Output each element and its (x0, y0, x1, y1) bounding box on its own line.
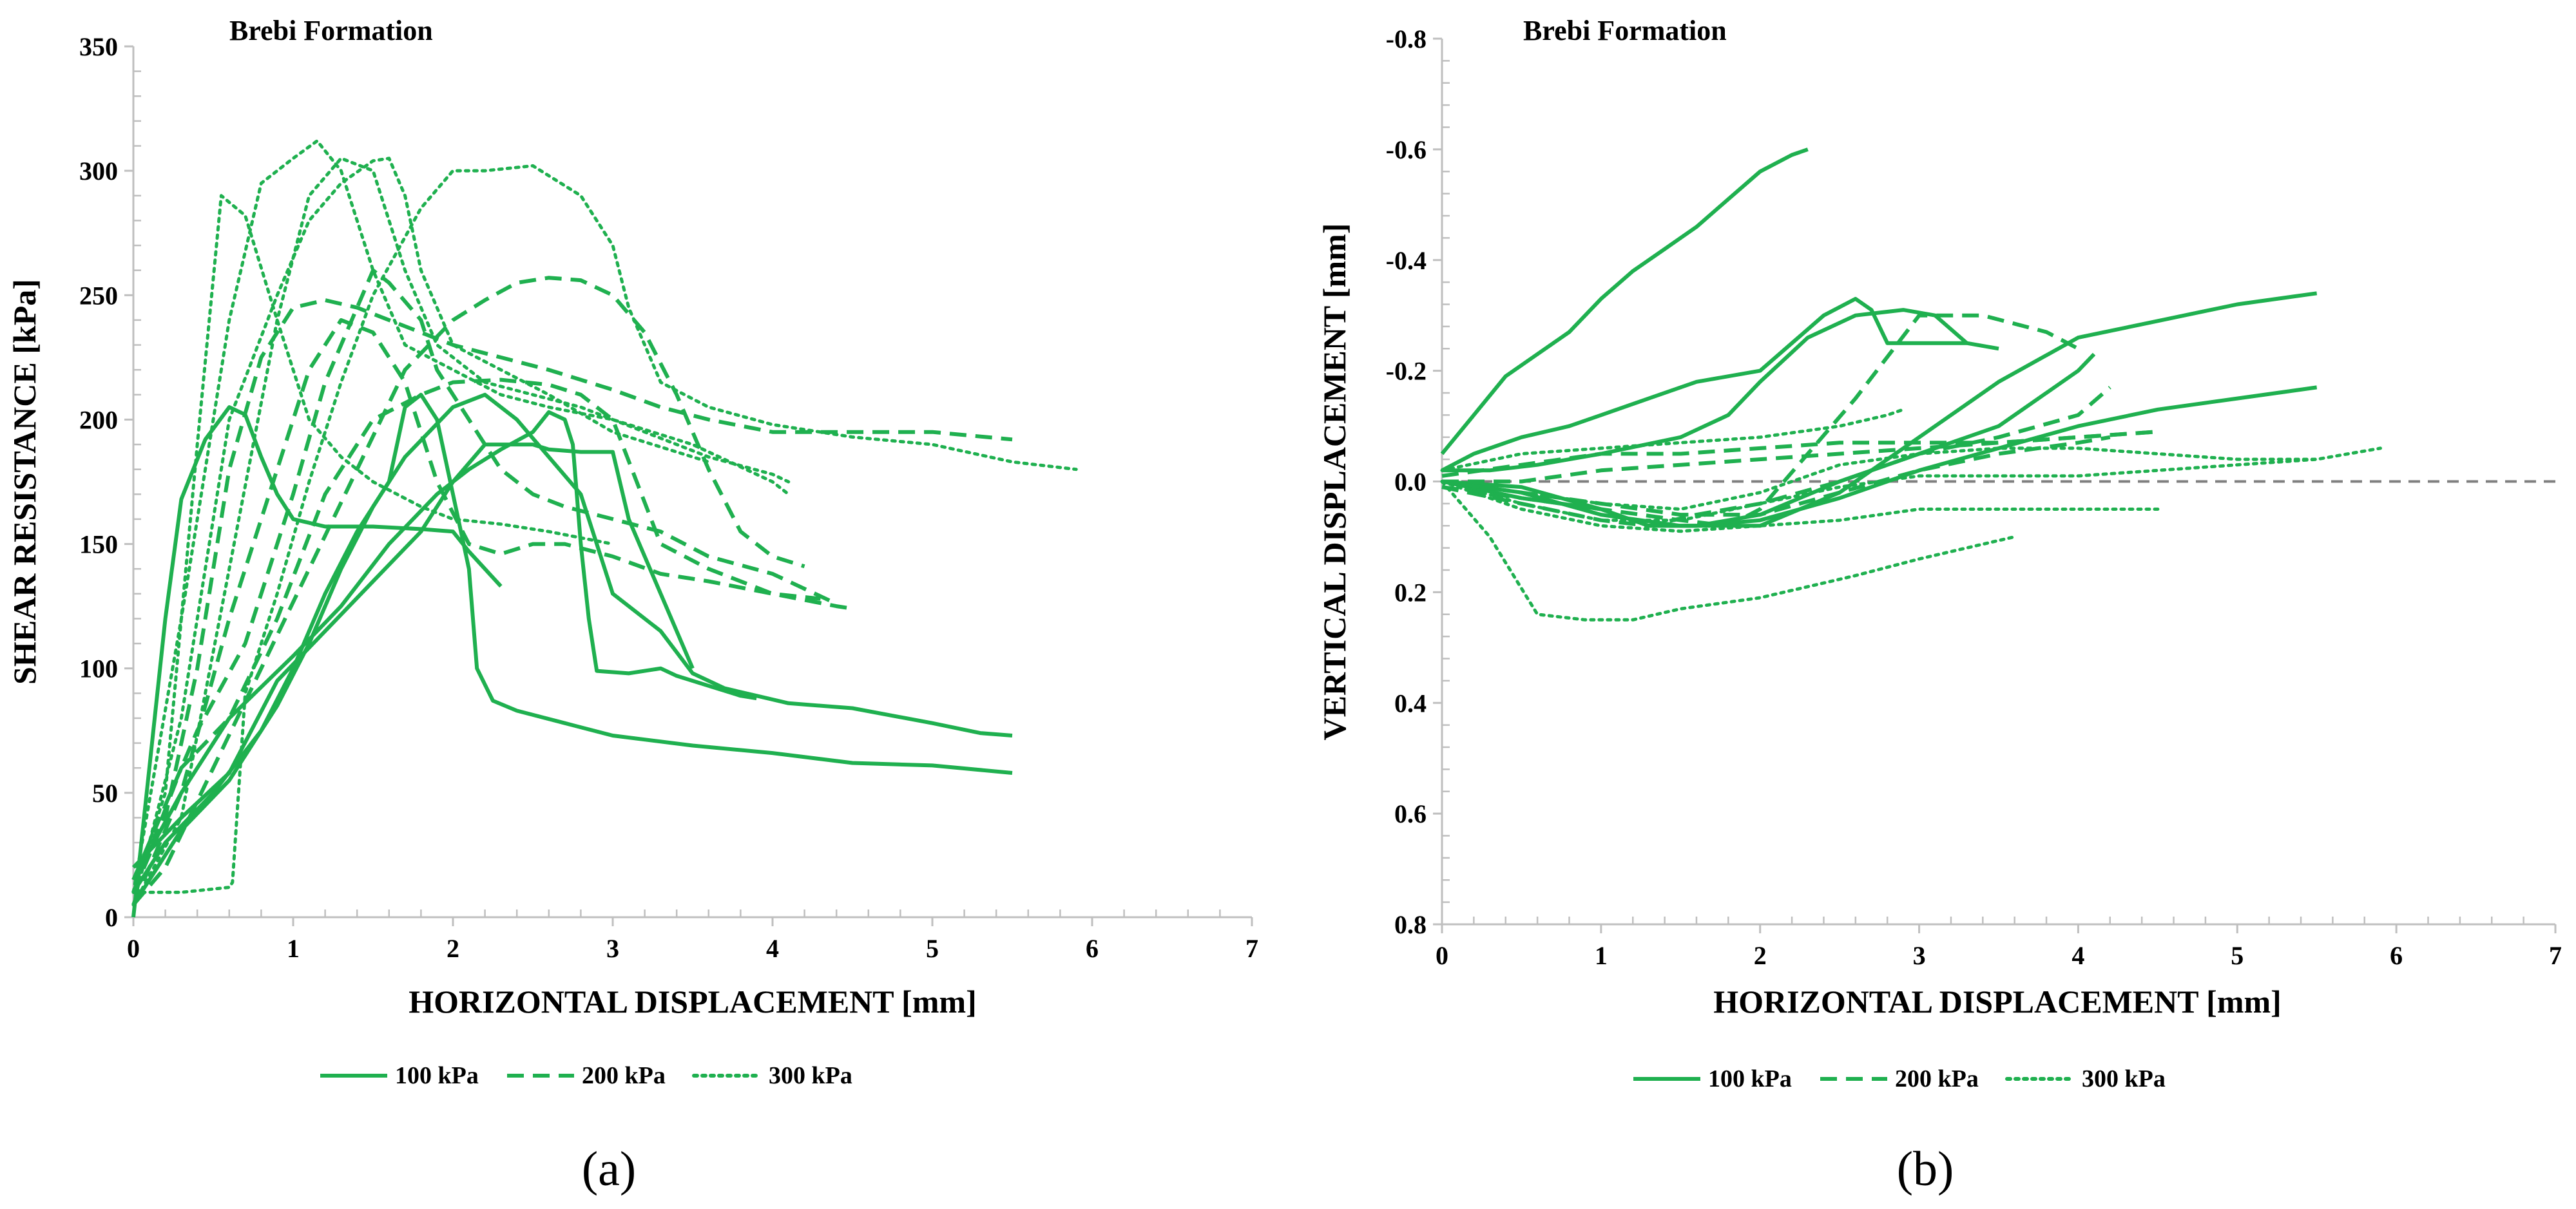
x-tick-label: 1 (1595, 941, 1608, 970)
series-line-dashed (1441, 313, 2079, 528)
chart-1: 0 50 100 150 200 250 300 350 0 1 2 3 4 5 6 7 Brebi Forma… (6, 15, 1258, 1196)
y-tick-label: -0.8 (1386, 24, 1427, 53)
series-line-solid (1441, 296, 1967, 472)
series-line-dashed (1441, 430, 2158, 478)
series-line-dotted (131, 157, 711, 907)
y-tick-label: 0.8 (1394, 910, 1427, 939)
legend-label: 300 kPa (769, 1062, 852, 1089)
series-line-dotted (131, 157, 791, 907)
x-tick-label: 7 (1245, 934, 1258, 963)
legend-label: 200 kPa (582, 1062, 666, 1089)
x-tick-label: 0 (127, 934, 140, 963)
y-axis-title: VERTICAL DISPLACEMENT [mm] (1316, 224, 1352, 741)
y-tick-label: -0.2 (1386, 357, 1427, 386)
y-tick-label: 100 (79, 654, 118, 683)
series-line-dotted (1440, 408, 1905, 472)
x-tick-label: 3 (606, 934, 619, 963)
x-tick-label: 5 (926, 934, 939, 963)
x-tick-label: 7 (2549, 941, 2562, 970)
y-tick-label: 350 (79, 32, 118, 61)
series-line-dotted (131, 194, 615, 894)
series-line-dotted (1440, 446, 2319, 511)
x-tick-label: 4 (766, 934, 779, 963)
y-tick-label: 150 (79, 530, 118, 559)
series-line-solid (131, 410, 757, 881)
series-line-dotted (1440, 480, 2017, 622)
y-tick-label: 200 (79, 405, 118, 434)
x-axis-title: HORIZONTAL DISPLACEMENT [mm] (1713, 984, 2282, 1020)
x-tick-label: 5 (2231, 941, 2244, 970)
y-tick-label: -0.4 (1386, 246, 1427, 275)
series-line-dashed (1442, 430, 2158, 484)
legend-label: 100 kPa (1708, 1065, 1792, 1092)
legend: 100 kPa 200 kPa 300 kPa (320, 1062, 852, 1089)
y-tick-label: 300 (79, 157, 118, 186)
series-line-solid (131, 392, 1013, 906)
legend-label: 300 kPa (2082, 1065, 2166, 1092)
x-tick-label: 0 (1436, 941, 1448, 970)
legend-label: 100 kPa (395, 1062, 479, 1089)
series-line-solid (131, 443, 695, 869)
series-line-solid (1440, 148, 1809, 455)
series-line-dashed (131, 318, 821, 906)
series-line-solid (1441, 291, 2318, 528)
y-tick-label: 0.4 (1394, 689, 1427, 718)
panel-label: (b) (1897, 1142, 1954, 1196)
series-line-dotted (131, 139, 791, 894)
series-line-solid (1442, 308, 1999, 473)
x-axis-title: HORIZONTAL DISPLACEMENT [mm] (409, 984, 977, 1020)
x-tick-label: 3 (1913, 941, 1926, 970)
x-tick-label: 4 (2071, 941, 2084, 970)
series-line-solid (131, 392, 1013, 894)
chart-2: -0.8 -0.6 -0.4 -0.2 0.0 0.2 0.4 0.6 0.8 0 1 2 3 4 5 6 7 B… (1316, 15, 2562, 1196)
series-line-solid (131, 405, 503, 918)
series-line-dotted (131, 164, 1078, 894)
y-axis-title: SHEAR RESISTANCE [kPa] (6, 279, 43, 685)
y-tick-label: 50 (92, 779, 118, 808)
chart-title: Brebi Formation (229, 15, 433, 46)
x-tick-label: 1 (287, 934, 300, 963)
y-tick-label: 0 (105, 903, 118, 932)
panel-label: (a) (582, 1142, 636, 1196)
series-line-dashed (131, 377, 853, 893)
y-tick-label: 0.6 (1394, 799, 1427, 828)
series-line-dotted (1440, 480, 2160, 533)
series-line-dashed (131, 268, 838, 881)
y-tick-label: -0.6 (1386, 135, 1427, 164)
x-tick-label: 6 (1086, 934, 1099, 963)
series-line-dashed (131, 276, 805, 906)
y-tick-label: 0.0 (1394, 468, 1427, 497)
x-tick-label: 6 (2390, 941, 2403, 970)
legend-label: 200 kPa (1895, 1065, 1979, 1092)
x-tick-label: 2 (1754, 941, 1767, 970)
chart-title: Brebi Formation (1523, 15, 1727, 46)
legend: 100 kPa 200 kPa 300 kPa (1633, 1065, 2166, 1092)
series-line-dotted (1440, 446, 2382, 522)
series-line-dashed (131, 298, 1013, 893)
y-tick-label: 0.2 (1394, 578, 1427, 607)
y-tick-label: 250 (79, 281, 118, 310)
x-tick-label: 2 (447, 934, 459, 963)
